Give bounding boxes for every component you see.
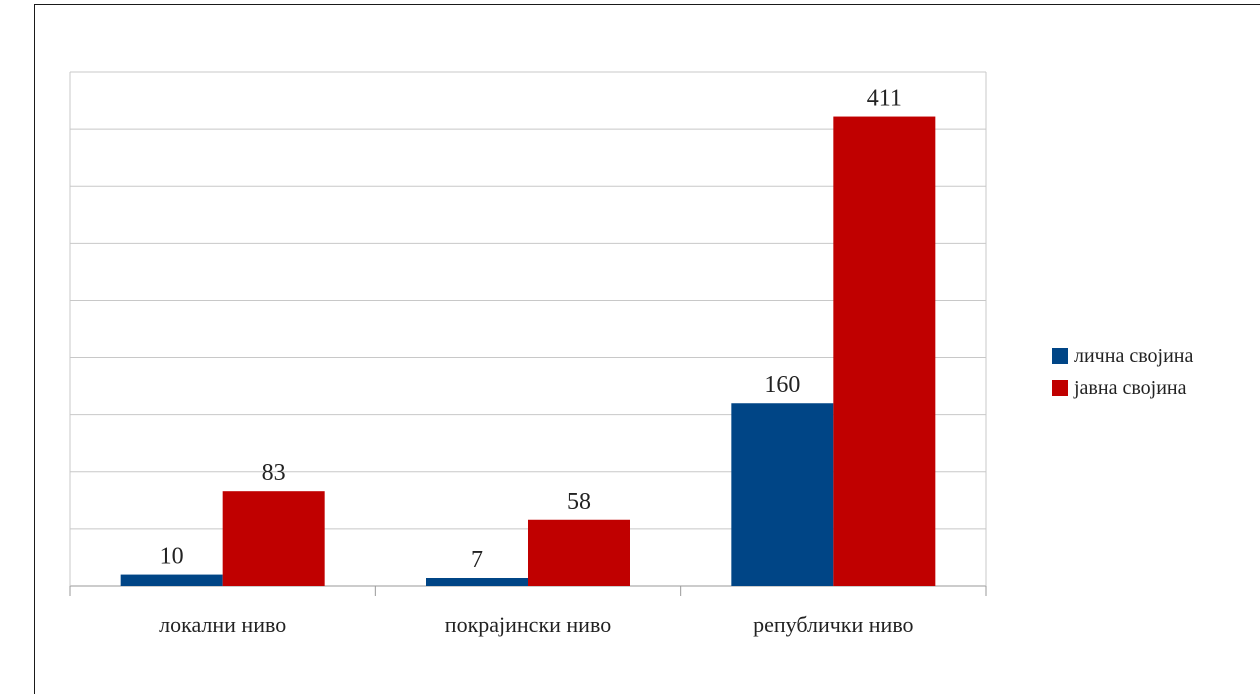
x-tick-label: покрајински ниво [445,612,611,637]
bar-public [222,491,325,586]
legend-swatch-personal [1052,348,1068,364]
bar-personal [731,403,834,586]
data-label: 411 [867,86,902,112]
bar-personal [120,574,223,586]
data-label: 83 [262,460,286,486]
bar-public [528,519,630,586]
x-tick-label: републички ниво [753,612,913,637]
data-label: 10 [160,544,184,570]
data-labels: 10 83 7 58 160 411 [160,86,902,573]
legend-item-personal: лична својина [1052,340,1193,372]
bars [120,116,936,587]
legend-label-personal: лична својина [1074,344,1194,367]
legend-item-public: јавна својина [1052,372,1193,404]
x-axis: локални ниво покрајински ниво републички н… [69,586,987,637]
data-label: 160 [764,372,800,398]
legend: лична својина јавна својина [1052,340,1193,404]
data-label: 7 [471,547,483,573]
bar-public [833,116,936,587]
x-tick-label: локални ниво [159,612,286,637]
bar-personal [426,578,528,586]
data-label: 58 [567,489,591,515]
chart-frame [34,4,1260,694]
legend-label-public: јавна својина [1074,376,1187,399]
legend-swatch-public [1052,380,1068,396]
